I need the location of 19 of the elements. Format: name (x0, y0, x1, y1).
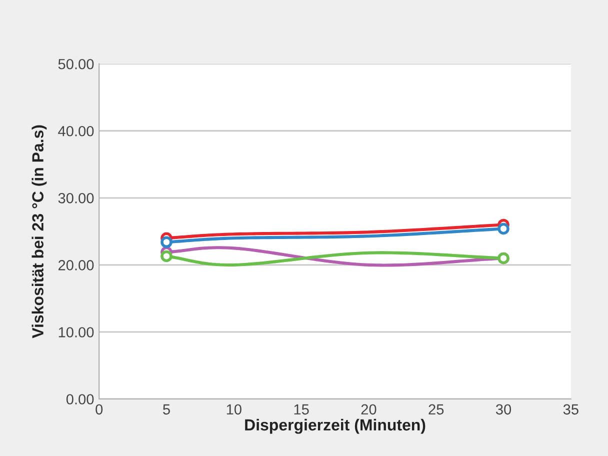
x-tick-label: 15 (294, 404, 309, 415)
x-tick-label: 0 (96, 404, 103, 415)
x-tick-label: 10 (226, 404, 242, 415)
x-tick-label: 5 (163, 404, 170, 415)
point (160, 236, 172, 248)
y-tick-label: 20.00 (58, 260, 94, 270)
y-tick-label: 30.00 (58, 193, 94, 204)
point (160, 250, 172, 262)
x-axis-title: Dispergierzeit (Minuten) (245, 418, 426, 434)
x-tick-label: 30 (496, 404, 512, 415)
y-tick-label: 10.00 (58, 327, 94, 338)
y-tick-label: 50.00 (58, 58, 94, 70)
x-tick-label: 35 (563, 404, 578, 415)
y-tick-label: 0.00 (66, 394, 94, 404)
x-tick-label: 25 (428, 404, 444, 415)
y-axis-title: Viskosität bei 23 °C (in Pa.s) (32, 125, 47, 338)
x-tick-label: 20 (361, 404, 376, 415)
point (498, 222, 510, 235)
y-tick-label: 40.00 (58, 126, 94, 136)
